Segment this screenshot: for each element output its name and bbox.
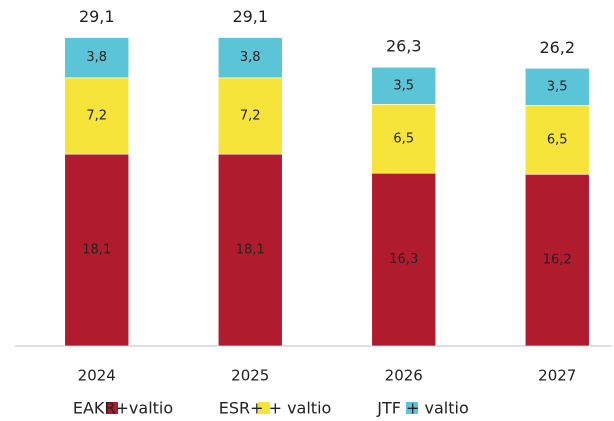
bar-segment xyxy=(64,153,130,347)
bar-segment xyxy=(217,77,283,155)
total-label: 26,2 xyxy=(539,38,575,57)
legend-swatch xyxy=(258,402,270,414)
legend-label: ESR+ + valtio xyxy=(219,399,332,418)
value-label: 6,5 xyxy=(547,132,568,147)
value-label: 3,8 xyxy=(240,50,261,65)
bar-segment xyxy=(524,67,590,106)
legend-swatch xyxy=(406,402,418,414)
x-tick-label: 2024 xyxy=(78,367,116,385)
x-tick-label: 2027 xyxy=(538,367,576,385)
value-label: 3,8 xyxy=(86,50,107,65)
total-label: 26,3 xyxy=(386,37,422,56)
bar-segment xyxy=(64,77,130,155)
value-label: 18,1 xyxy=(236,243,265,258)
legend-label: EAKR+valtio xyxy=(73,399,173,418)
legend-label: JTF + valtio xyxy=(376,399,469,418)
value-label: 3,5 xyxy=(393,78,414,93)
bar-segment xyxy=(217,37,283,79)
bar-segment xyxy=(524,105,590,175)
x-tick-label: 2025 xyxy=(231,367,269,385)
legend-swatch xyxy=(106,402,118,414)
bar-segment xyxy=(371,172,437,347)
value-label: 6,5 xyxy=(393,131,414,146)
value-label: 7,2 xyxy=(240,108,261,123)
bar-segment xyxy=(524,173,590,347)
total-label: 29,1 xyxy=(232,7,268,26)
bar-segment xyxy=(217,153,283,347)
bar-segment xyxy=(371,104,437,174)
bar-segment xyxy=(371,66,437,105)
value-label: 18,1 xyxy=(82,243,111,258)
bar-segment xyxy=(64,37,130,79)
x-tick-label: 2026 xyxy=(385,367,423,385)
value-label: 7,2 xyxy=(86,108,107,123)
value-label: 16,2 xyxy=(543,253,572,268)
value-label: 3,5 xyxy=(547,79,568,94)
total-label: 29,1 xyxy=(79,7,115,26)
value-label: 16,3 xyxy=(389,252,418,267)
